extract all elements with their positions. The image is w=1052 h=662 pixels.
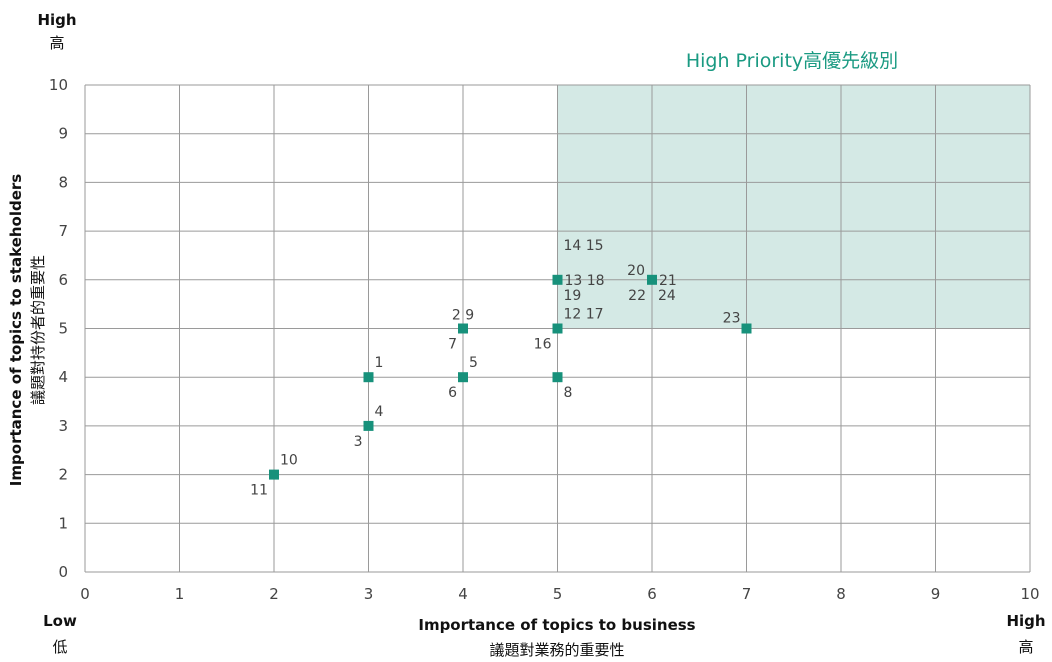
data-point	[552, 372, 563, 383]
point-label: 14 15	[564, 238, 604, 254]
data-point	[552, 274, 563, 285]
point-label: 8	[564, 385, 573, 401]
data-point	[363, 372, 374, 383]
high-priority-region	[557, 85, 1030, 329]
point-label: 4	[375, 404, 384, 420]
x-tick-label: 7	[742, 585, 752, 603]
x-axis-title-cn: 議題對業務的重要性	[489, 641, 624, 659]
point-label: 24	[658, 288, 676, 304]
point-label: 12 17	[564, 307, 604, 323]
corner-top-high-en: High	[37, 11, 76, 29]
x-tick-label: 0	[80, 585, 90, 603]
x-tick-label: 10	[1020, 585, 1039, 603]
corner-bottom-left-low-cn: 低	[52, 638, 67, 656]
x-tick-label: 6	[647, 585, 657, 603]
x-tick-label: 9	[931, 585, 941, 603]
y-tick-label: 5	[58, 320, 68, 338]
point-label: 5	[469, 355, 478, 371]
point-label: 10	[280, 453, 298, 469]
point-label: 16	[534, 337, 552, 353]
high-priority-label: High Priority高優先級別	[686, 50, 898, 72]
corner-bottom-right-high-en: High	[1006, 612, 1045, 630]
point-label: 20	[627, 263, 645, 279]
x-tick-label: 1	[175, 585, 185, 603]
y-tick-label: 6	[58, 271, 68, 289]
point-label: 19	[564, 288, 582, 304]
point-label: 7	[448, 337, 457, 353]
data-point	[552, 323, 563, 334]
point-label: 3	[354, 434, 363, 450]
point-label: 22	[628, 288, 646, 304]
data-point	[741, 323, 752, 334]
point-label: 1	[375, 355, 384, 371]
x-tick-label: 2	[269, 585, 279, 603]
data-point	[363, 420, 374, 431]
y-tick-label: 3	[58, 417, 68, 435]
x-tick-label: 3	[364, 585, 374, 603]
data-point	[458, 323, 468, 334]
point-label: 2 9	[452, 308, 474, 324]
point-label: 6	[448, 385, 457, 401]
x-tick-label: 4	[458, 585, 468, 603]
y-tick-label: 0	[58, 563, 68, 581]
data-point	[269, 469, 279, 480]
x-tick-label: 8	[836, 585, 846, 603]
corner-bottom-right-high-cn: 高	[1018, 638, 1033, 656]
y-tick-label: 10	[49, 76, 68, 94]
corner-bottom-left-low-en: Low	[43, 612, 77, 630]
point-label: 23	[723, 311, 741, 327]
y-tick-label: 7	[58, 222, 68, 240]
y-tick-label: 1	[58, 514, 68, 532]
x-tick-label: 5	[553, 585, 563, 603]
y-tick-label: 4	[58, 368, 68, 386]
y-axis-title: Importance of topics to stakeholders	[7, 174, 25, 486]
data-point	[458, 372, 468, 383]
y-tick-label: 9	[58, 125, 68, 143]
corner-top-high-cn: 高	[49, 34, 64, 52]
data-point	[647, 274, 657, 285]
point-label: 13 18	[565, 273, 605, 289]
point-label: 21	[659, 273, 677, 289]
y-axis-title-cn: 議題對持份者的重要性	[29, 255, 47, 405]
y-tick-label: 2	[58, 466, 68, 484]
y-tick-label: 8	[58, 173, 68, 191]
x-axis-title: Importance of topics to business	[418, 616, 695, 634]
point-label: 11	[250, 483, 268, 499]
